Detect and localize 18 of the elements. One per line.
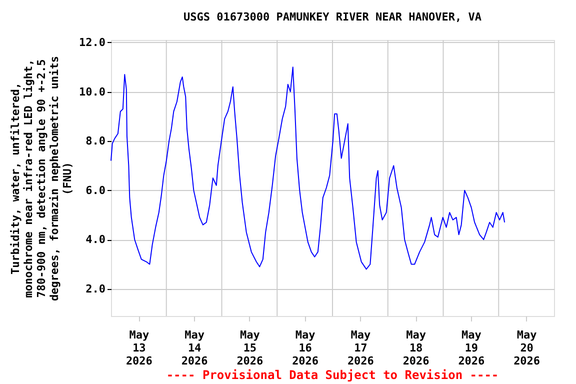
y-tick-label: 6.0 — [86, 184, 106, 197]
x-tick-label: May 13 2026 — [126, 328, 153, 368]
y-tick-label: 2.0 — [86, 282, 106, 296]
x-tick-label: May 18 2026 — [402, 328, 430, 368]
x-tick-label: May 20 2026 — [514, 328, 540, 368]
y-tick-label: 8.0 — [86, 134, 106, 148]
y-axis-title: Turbidity, water, unfiltered, monochrome near infra-red LED light, 780-900 nm, detection angle 90 +-2.5 degrees, formazin nephelometric units (FNU) — [9, 56, 74, 302]
line-series — [110, 66, 506, 270]
x-tick-label: May 16 2026 — [292, 328, 319, 368]
x-tick-label: May 17 2026 — [347, 328, 374, 368]
y-tick-label: 4.0 — [86, 233, 106, 246]
y-tick-label: 10.0 — [79, 85, 106, 98]
chart-title: USGS 01673000 PAMUNKEY RIVER NEAR HANOVER, VA — [183, 10, 482, 24]
x-tick-label: May 14 2026 — [181, 328, 208, 368]
y-tick-label: 12.0 — [79, 36, 106, 49]
x-tick-label: May 15 2026 — [236, 328, 264, 368]
text: ---- Provisional Data Subject to Revision ---- — [166, 368, 499, 382]
x-tick-label: May 19 2026 — [458, 328, 486, 368]
